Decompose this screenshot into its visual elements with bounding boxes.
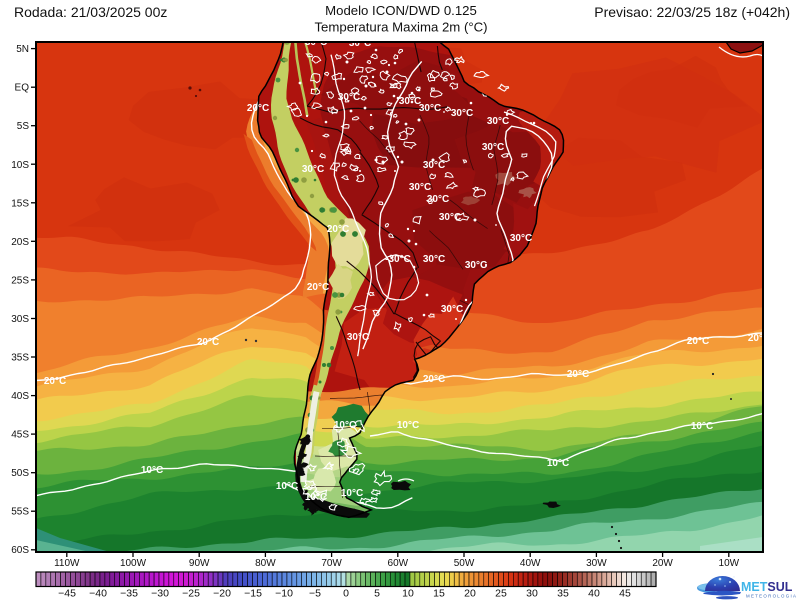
svg-text:−25: −25 <box>182 588 200 600</box>
svg-text:45: 45 <box>619 588 631 600</box>
svg-text:40S: 40S <box>11 391 29 402</box>
svg-text:0: 0 <box>343 588 349 600</box>
svg-text:15S: 15S <box>11 198 29 209</box>
svg-text:45S: 45S <box>11 430 29 441</box>
svg-text:−30: −30 <box>151 588 169 600</box>
svg-text:−45: −45 <box>58 588 76 600</box>
svg-text:70W: 70W <box>321 558 342 569</box>
svg-text:5S: 5S <box>17 121 30 132</box>
svg-text:35S: 35S <box>11 353 29 364</box>
svg-text:20°C: 20°C <box>197 337 219 348</box>
svg-text:30°C: 30°C <box>399 96 421 107</box>
svg-text:5: 5 <box>374 588 380 600</box>
svg-text:10°C: 10°C <box>276 481 298 492</box>
svg-text:10S: 10S <box>11 160 29 171</box>
svg-text:METEOROLOGIA: METEOROLOGIA <box>746 594 797 599</box>
svg-text:30°C: 30°C <box>347 332 369 343</box>
svg-text:20°C: 20°C <box>307 282 329 293</box>
svg-text:60W: 60W <box>388 558 409 569</box>
svg-text:20°C: 20°C <box>247 103 269 114</box>
svg-text:30°C: 30°C <box>349 38 371 49</box>
svg-text:10°C: 10°C <box>397 420 419 431</box>
svg-text:30°C: 30°C <box>419 103 441 114</box>
svg-text:55S: 55S <box>11 507 29 518</box>
svg-text:20°C: 20°C <box>423 374 445 385</box>
svg-text:20°C: 20°C <box>748 333 770 344</box>
svg-text:20S: 20S <box>11 237 29 248</box>
svg-text:30°C: 30°C <box>482 142 504 153</box>
svg-text:30: 30 <box>526 588 538 600</box>
svg-text:30°C: 30°C <box>302 164 324 175</box>
svg-text:30°C: 30°C <box>510 233 532 244</box>
svg-text:−5: −5 <box>309 588 321 600</box>
svg-text:30°C: 30°C <box>338 92 360 103</box>
svg-text:30°C: 30°C <box>465 260 487 271</box>
svg-text:50W: 50W <box>454 558 475 569</box>
svg-text:30°C: 30°C <box>423 160 445 171</box>
svg-text:35: 35 <box>557 588 569 600</box>
svg-text:30°C: 30°C <box>451 108 473 119</box>
svg-text:20: 20 <box>464 588 476 600</box>
svg-text:EQ: EQ <box>15 83 30 94</box>
svg-text:50S: 50S <box>11 468 29 479</box>
svg-text:Previsao: 22/03/25 18z (+042h): Previsao: 22/03/25 18z (+042h) <box>594 4 790 20</box>
svg-text:20°C: 20°C <box>687 336 709 347</box>
svg-text:30°C: 30°C <box>439 212 461 223</box>
svg-text:40: 40 <box>588 588 600 600</box>
svg-text:30W: 30W <box>586 558 607 569</box>
svg-text:30°C: 30°C <box>409 182 431 193</box>
svg-text:10°C: 10°C <box>141 465 163 476</box>
svg-text:30°C: 30°C <box>441 304 463 315</box>
svg-text:−20: −20 <box>213 588 231 600</box>
svg-text:10°C: 10°C <box>334 420 356 431</box>
svg-text:10°C: 10°C <box>305 492 327 503</box>
svg-text:−15: −15 <box>244 588 262 600</box>
svg-text:30S: 30S <box>11 314 29 325</box>
svg-text:5N: 5N <box>16 44 29 55</box>
svg-text:10°C: 10°C <box>547 458 569 469</box>
svg-text:10°C: 10°C <box>341 488 363 499</box>
svg-text:80W: 80W <box>255 558 276 569</box>
svg-text:90W: 90W <box>189 558 210 569</box>
svg-text:20°C: 20°C <box>327 224 349 235</box>
svg-text:Rodada: 21/03/2025 00z: Rodada: 21/03/2025 00z <box>14 4 167 20</box>
svg-text:−35: −35 <box>120 588 138 600</box>
svg-text:Temperatura Maxima 2m (°C): Temperatura Maxima 2m (°C) <box>314 20 487 35</box>
svg-text:20°C: 20°C <box>44 376 66 387</box>
svg-text:30°C: 30°C <box>427 194 449 205</box>
svg-text:20W: 20W <box>652 558 673 569</box>
svg-text:-30°C: -30°C <box>385 254 411 265</box>
svg-text:15: 15 <box>433 588 445 600</box>
svg-text:30°C: 30°C <box>487 116 509 127</box>
svg-text:−40: −40 <box>89 588 107 600</box>
svg-text:20°C: 20°C <box>567 369 589 380</box>
svg-text:25: 25 <box>495 588 507 600</box>
svg-text:30°C: 30°C <box>423 254 445 265</box>
svg-text:30°C: 30°C <box>305 37 327 48</box>
svg-text:10: 10 <box>402 588 414 600</box>
svg-text:Modelo ICON/DWD 0.125: Modelo ICON/DWD 0.125 <box>325 3 477 18</box>
svg-text:10°C: 10°C <box>691 421 713 432</box>
svg-text:110W: 110W <box>54 558 80 569</box>
svg-text:−10: −10 <box>275 588 293 600</box>
svg-text:60S: 60S <box>11 545 29 556</box>
svg-text:40W: 40W <box>520 558 541 569</box>
svg-text:METSUL: METSUL <box>741 580 793 594</box>
svg-text:10W: 10W <box>719 558 740 569</box>
svg-text:25S: 25S <box>11 275 29 286</box>
svg-text:100W: 100W <box>120 558 147 569</box>
